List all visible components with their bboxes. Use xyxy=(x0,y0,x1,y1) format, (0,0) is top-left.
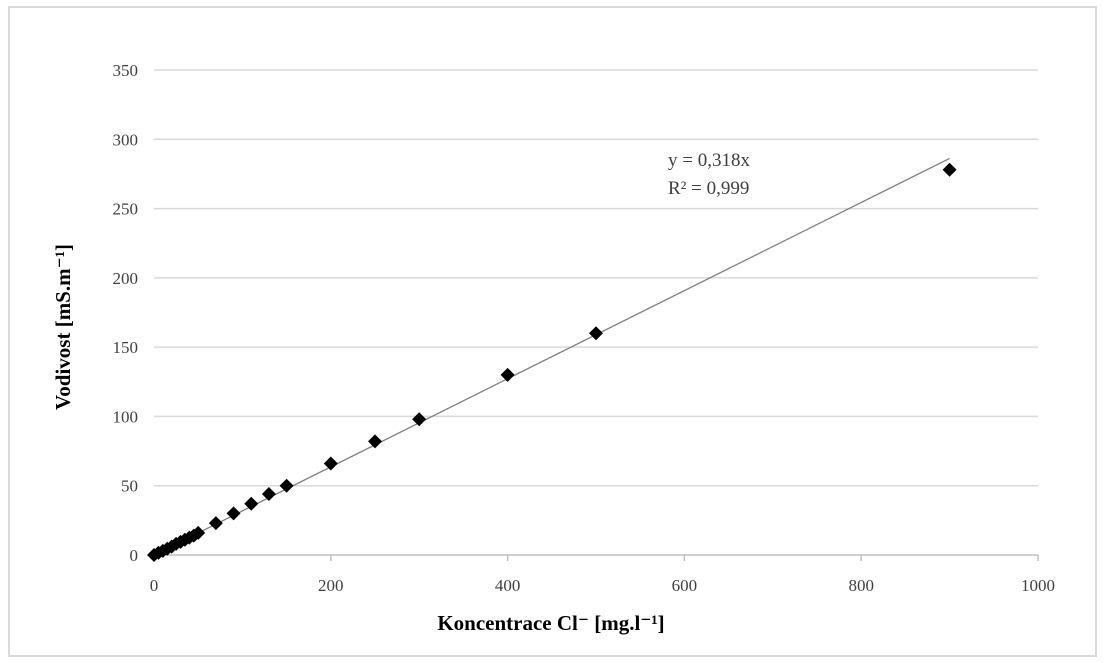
data-point-21 xyxy=(942,162,957,177)
trendline-equation: y = 0,318x xyxy=(668,150,750,171)
x-tick-labels: 0 200 400 600 800 1000 xyxy=(150,576,1055,595)
data-point-19 xyxy=(500,367,515,382)
data-point-11 xyxy=(208,516,223,531)
y-tick-label-50: 50 xyxy=(121,477,138,496)
data-points xyxy=(147,162,957,562)
data-point-10 xyxy=(191,525,206,540)
x-axis-title: Koncentrace Cl⁻ [mg.l⁻¹] xyxy=(437,611,664,635)
data-point-15 xyxy=(279,478,294,493)
data-point-13 xyxy=(244,496,259,511)
chart-frame xyxy=(8,6,1097,657)
data-point-16 xyxy=(323,456,338,471)
x-tick-label-1000: 1000 xyxy=(1021,576,1055,595)
data-point-17 xyxy=(368,434,382,449)
y-tick-label-200: 200 xyxy=(113,269,139,288)
x-tick-label-400: 400 xyxy=(495,576,521,595)
y-tick-label-300: 300 xyxy=(113,130,139,149)
y-tick-label-350: 350 xyxy=(113,61,139,80)
x-tick-label-600: 600 xyxy=(672,576,698,595)
data-point-12 xyxy=(226,506,241,521)
axes xyxy=(153,554,1039,561)
trendline-r-squared: R² = 0,999 xyxy=(668,178,749,199)
x-tick-label-800: 800 xyxy=(848,576,874,595)
y-axis-title: Vodivost [mS.m⁻¹] xyxy=(51,244,75,410)
y-tick-label-250: 250 xyxy=(113,200,139,219)
x-tick-label-200: 200 xyxy=(318,576,344,595)
y-tick-label-100: 100 xyxy=(113,407,139,426)
data-point-18 xyxy=(412,412,427,427)
y-tick-labels: 0 50 100 150 200 250 300 350 xyxy=(113,61,139,565)
x-tick-label-0: 0 xyxy=(150,576,159,595)
gridlines xyxy=(154,69,1038,487)
data-point-14 xyxy=(261,487,276,502)
y-tick-label-0: 0 xyxy=(130,546,139,565)
data-point-20 xyxy=(589,326,603,341)
y-tick-label-150: 150 xyxy=(113,338,139,357)
